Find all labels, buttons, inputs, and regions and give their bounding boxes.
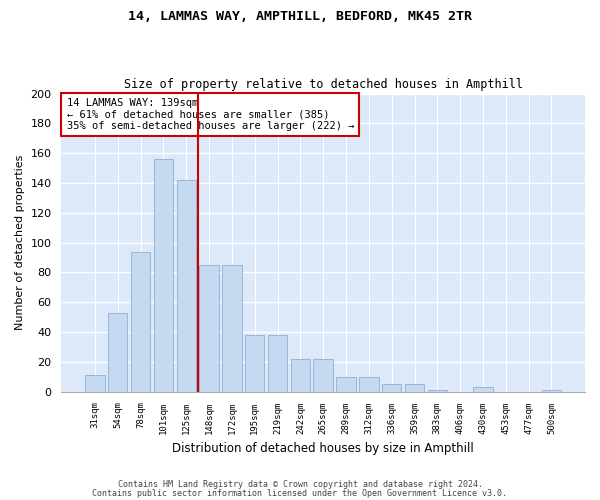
Bar <box>542 390 561 392</box>
Y-axis label: Number of detached properties: Number of detached properties <box>15 155 25 330</box>
Title: Size of property relative to detached houses in Ampthill: Size of property relative to detached ho… <box>124 78 523 91</box>
Bar <box>359 377 379 392</box>
Bar <box>428 390 447 392</box>
Bar <box>337 377 356 392</box>
X-axis label: Distribution of detached houses by size in Ampthill: Distribution of detached houses by size … <box>172 442 474 455</box>
Bar <box>222 265 242 392</box>
Bar <box>245 335 265 392</box>
Bar <box>176 180 196 392</box>
Bar <box>199 265 219 392</box>
Bar <box>382 384 401 392</box>
Bar <box>154 159 173 392</box>
Text: 14 LAMMAS WAY: 139sqm
← 61% of detached houses are smaller (385)
35% of semi-det: 14 LAMMAS WAY: 139sqm ← 61% of detached … <box>67 98 354 131</box>
Bar <box>85 376 104 392</box>
Bar <box>108 312 127 392</box>
Bar <box>131 252 150 392</box>
Bar <box>473 387 493 392</box>
Bar <box>405 384 424 392</box>
Bar <box>313 359 333 392</box>
Text: Contains HM Land Registry data © Crown copyright and database right 2024.: Contains HM Land Registry data © Crown c… <box>118 480 482 489</box>
Text: 14, LAMMAS WAY, AMPTHILL, BEDFORD, MK45 2TR: 14, LAMMAS WAY, AMPTHILL, BEDFORD, MK45 … <box>128 10 472 23</box>
Bar <box>290 359 310 392</box>
Bar <box>268 335 287 392</box>
Text: Contains public sector information licensed under the Open Government Licence v3: Contains public sector information licen… <box>92 488 508 498</box>
